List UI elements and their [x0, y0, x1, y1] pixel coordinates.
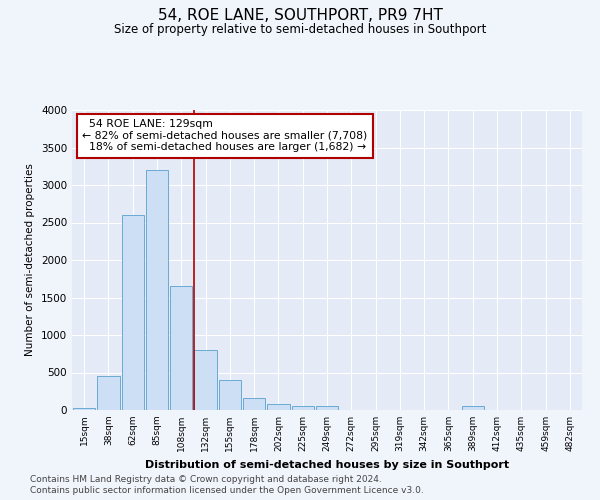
Bar: [292, 406, 314, 410]
Text: Contains public sector information licensed under the Open Government Licence v3: Contains public sector information licen…: [30, 486, 424, 495]
Bar: [73, 408, 95, 410]
X-axis label: Distribution of semi-detached houses by size in Southport: Distribution of semi-detached houses by …: [145, 460, 509, 469]
Bar: [461, 406, 484, 410]
Bar: [122, 215, 144, 410]
Bar: [218, 380, 241, 410]
Bar: [146, 170, 168, 410]
Y-axis label: Number of semi-detached properties: Number of semi-detached properties: [25, 164, 35, 356]
Bar: [194, 350, 217, 410]
Text: 54, ROE LANE, SOUTHPORT, PR9 7HT: 54, ROE LANE, SOUTHPORT, PR9 7HT: [158, 8, 442, 22]
Bar: [97, 376, 119, 410]
Bar: [170, 286, 193, 410]
Text: Size of property relative to semi-detached houses in Southport: Size of property relative to semi-detach…: [114, 22, 486, 36]
Bar: [243, 398, 265, 410]
Bar: [267, 404, 290, 410]
Bar: [316, 406, 338, 410]
Text: 54 ROE LANE: 129sqm
← 82% of semi-detached houses are smaller (7,708)
  18% of s: 54 ROE LANE: 129sqm ← 82% of semi-detach…: [82, 119, 367, 152]
Text: Contains HM Land Registry data © Crown copyright and database right 2024.: Contains HM Land Registry data © Crown c…: [30, 475, 382, 484]
